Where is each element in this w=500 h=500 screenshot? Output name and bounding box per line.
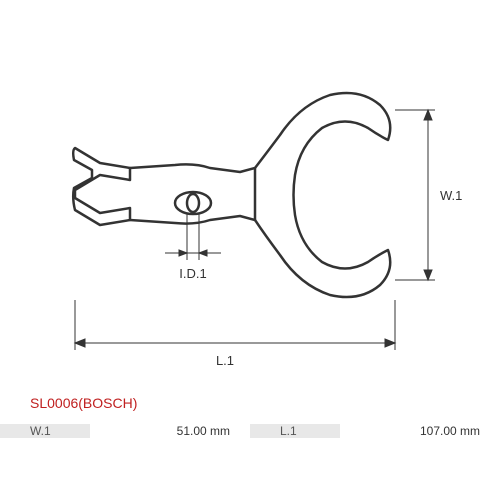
meas-value: 51.00 mm [90, 424, 250, 438]
table-row: W.1 51.00 mm L.1 107.00 mm [0, 420, 500, 442]
meas-value: 107.00 mm [340, 424, 500, 438]
dim-label-inner-dia: I.D.1 [179, 266, 206, 281]
dim-label-length: L.1 [216, 353, 234, 368]
drawing-svg: W.1 L.1 I.D.1 [0, 0, 500, 420]
part-number: SL0006(BOSCH) [30, 395, 137, 411]
meas-label: L.1 [250, 424, 340, 438]
meas-label: W.1 [0, 424, 90, 438]
technical-drawing: W.1 L.1 I.D.1 [0, 0, 500, 420]
measurements-table: W.1 51.00 mm L.1 107.00 mm [0, 420, 500, 442]
dim-label-width: W.1 [440, 188, 462, 203]
